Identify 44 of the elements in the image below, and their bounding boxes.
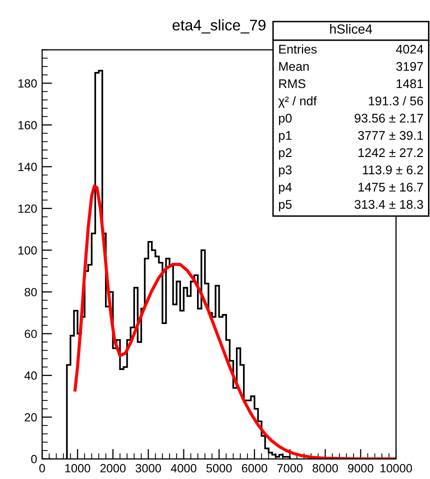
y-tick-label: 20 [24,413,37,422]
annotation: p5 [279,200,292,212]
y-tick-label: 40 [24,371,37,380]
annotation: Entries [279,44,317,54]
x-tick-label: 9000 [348,464,374,472]
text: hSlice4 [330,24,372,34]
annotation: 93.56 ± 2.17 [354,114,423,123]
x-tick-label: 2000 [100,464,126,472]
x-tick-label: 10000 [380,464,412,472]
annotation: 1242 ± 27.2 [358,148,423,157]
annotation: p1 [279,131,292,142]
annotation: p4 [279,182,292,194]
annotation: p0 [279,114,292,126]
x-tick-label: 5000 [206,464,232,472]
annotation: χ² / ndf [278,96,317,108]
y-tick-label: 100 [18,246,37,255]
annotation: 1475 ± 16.7 [358,182,423,192]
x-tick-label: 1000 [65,464,90,472]
annotation: p3 [279,166,292,177]
annotation: 3777 ± 39.1 [358,131,423,140]
y-tick-label: 120 [18,204,37,213]
x-tick-label: 8000 [312,464,338,472]
y-tick-label: 180 [18,79,37,88]
annotation: 313.4 ± 18.3 [354,200,424,209]
chart-title: eta4_slice_79 [172,19,266,34]
annotation: Mean [279,62,309,71]
y-tick-label: 140 [18,162,37,172]
y-tick-label: 160 [18,120,37,130]
y-tick-label: 80 [24,288,37,296]
annotation: RMS [279,79,306,88]
x-tick-label: 7000 [277,464,303,472]
annotation: 191.3 / 56 [368,96,424,106]
text: 4024 [396,44,424,54]
x-tick-label: 6000 [242,464,268,472]
annotation: p2 [279,148,292,160]
x-tick-label: 3000 [136,464,161,472]
y-tick-label: 0 [31,454,37,464]
annotation: 113.9 ± 6.2 [362,166,423,174]
text: 3197 [396,62,423,71]
y-tick-label: 60 [24,330,37,338]
x-tick-label: 4000 [170,464,196,472]
x-tick-label: 0 [39,464,45,472]
line-series [74,184,396,459]
text: 1481 [396,79,423,88]
